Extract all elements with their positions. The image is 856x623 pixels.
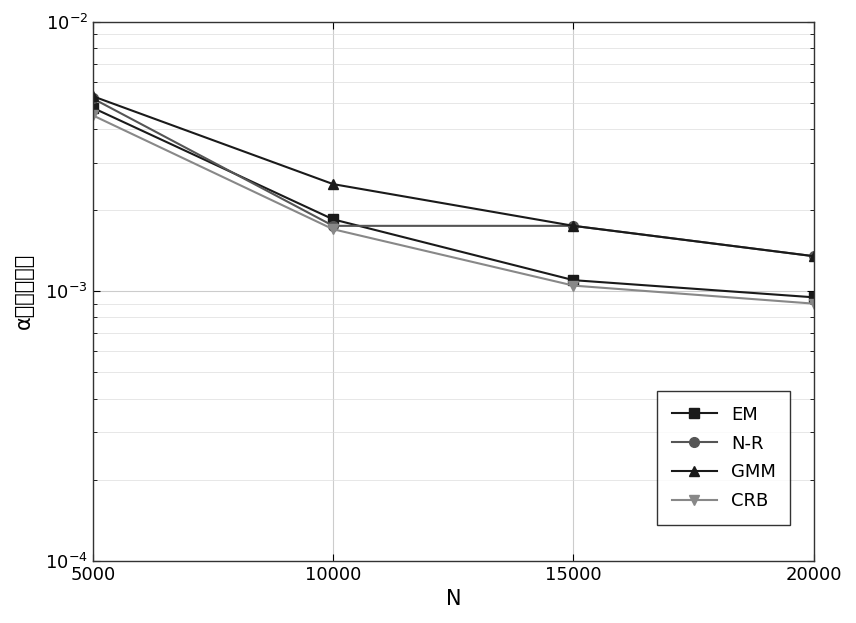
GMM — [87, 92, 98, 100]
Line: EM: EM — [88, 103, 818, 302]
EM — [328, 216, 338, 223]
CRB — [328, 226, 338, 233]
Line: GMM: GMM — [88, 92, 818, 261]
N-R — [568, 222, 579, 230]
N-R — [809, 252, 819, 260]
N-R — [87, 95, 98, 102]
EM — [87, 104, 98, 112]
X-axis label: N: N — [446, 589, 461, 609]
CRB — [809, 300, 819, 307]
GMM — [328, 181, 338, 188]
CRB — [568, 282, 579, 289]
CRB — [87, 112, 98, 119]
Line: CRB: CRB — [88, 110, 818, 308]
Y-axis label: α的均方误差: α的均方误差 — [14, 253, 34, 330]
EM — [809, 293, 819, 301]
GMM — [568, 222, 579, 230]
Line: N-R: N-R — [88, 93, 818, 261]
EM — [568, 277, 579, 284]
N-R — [328, 222, 338, 230]
GMM — [809, 252, 819, 260]
Legend: EM, N-R, GMM, CRB: EM, N-R, GMM, CRB — [657, 391, 790, 525]
